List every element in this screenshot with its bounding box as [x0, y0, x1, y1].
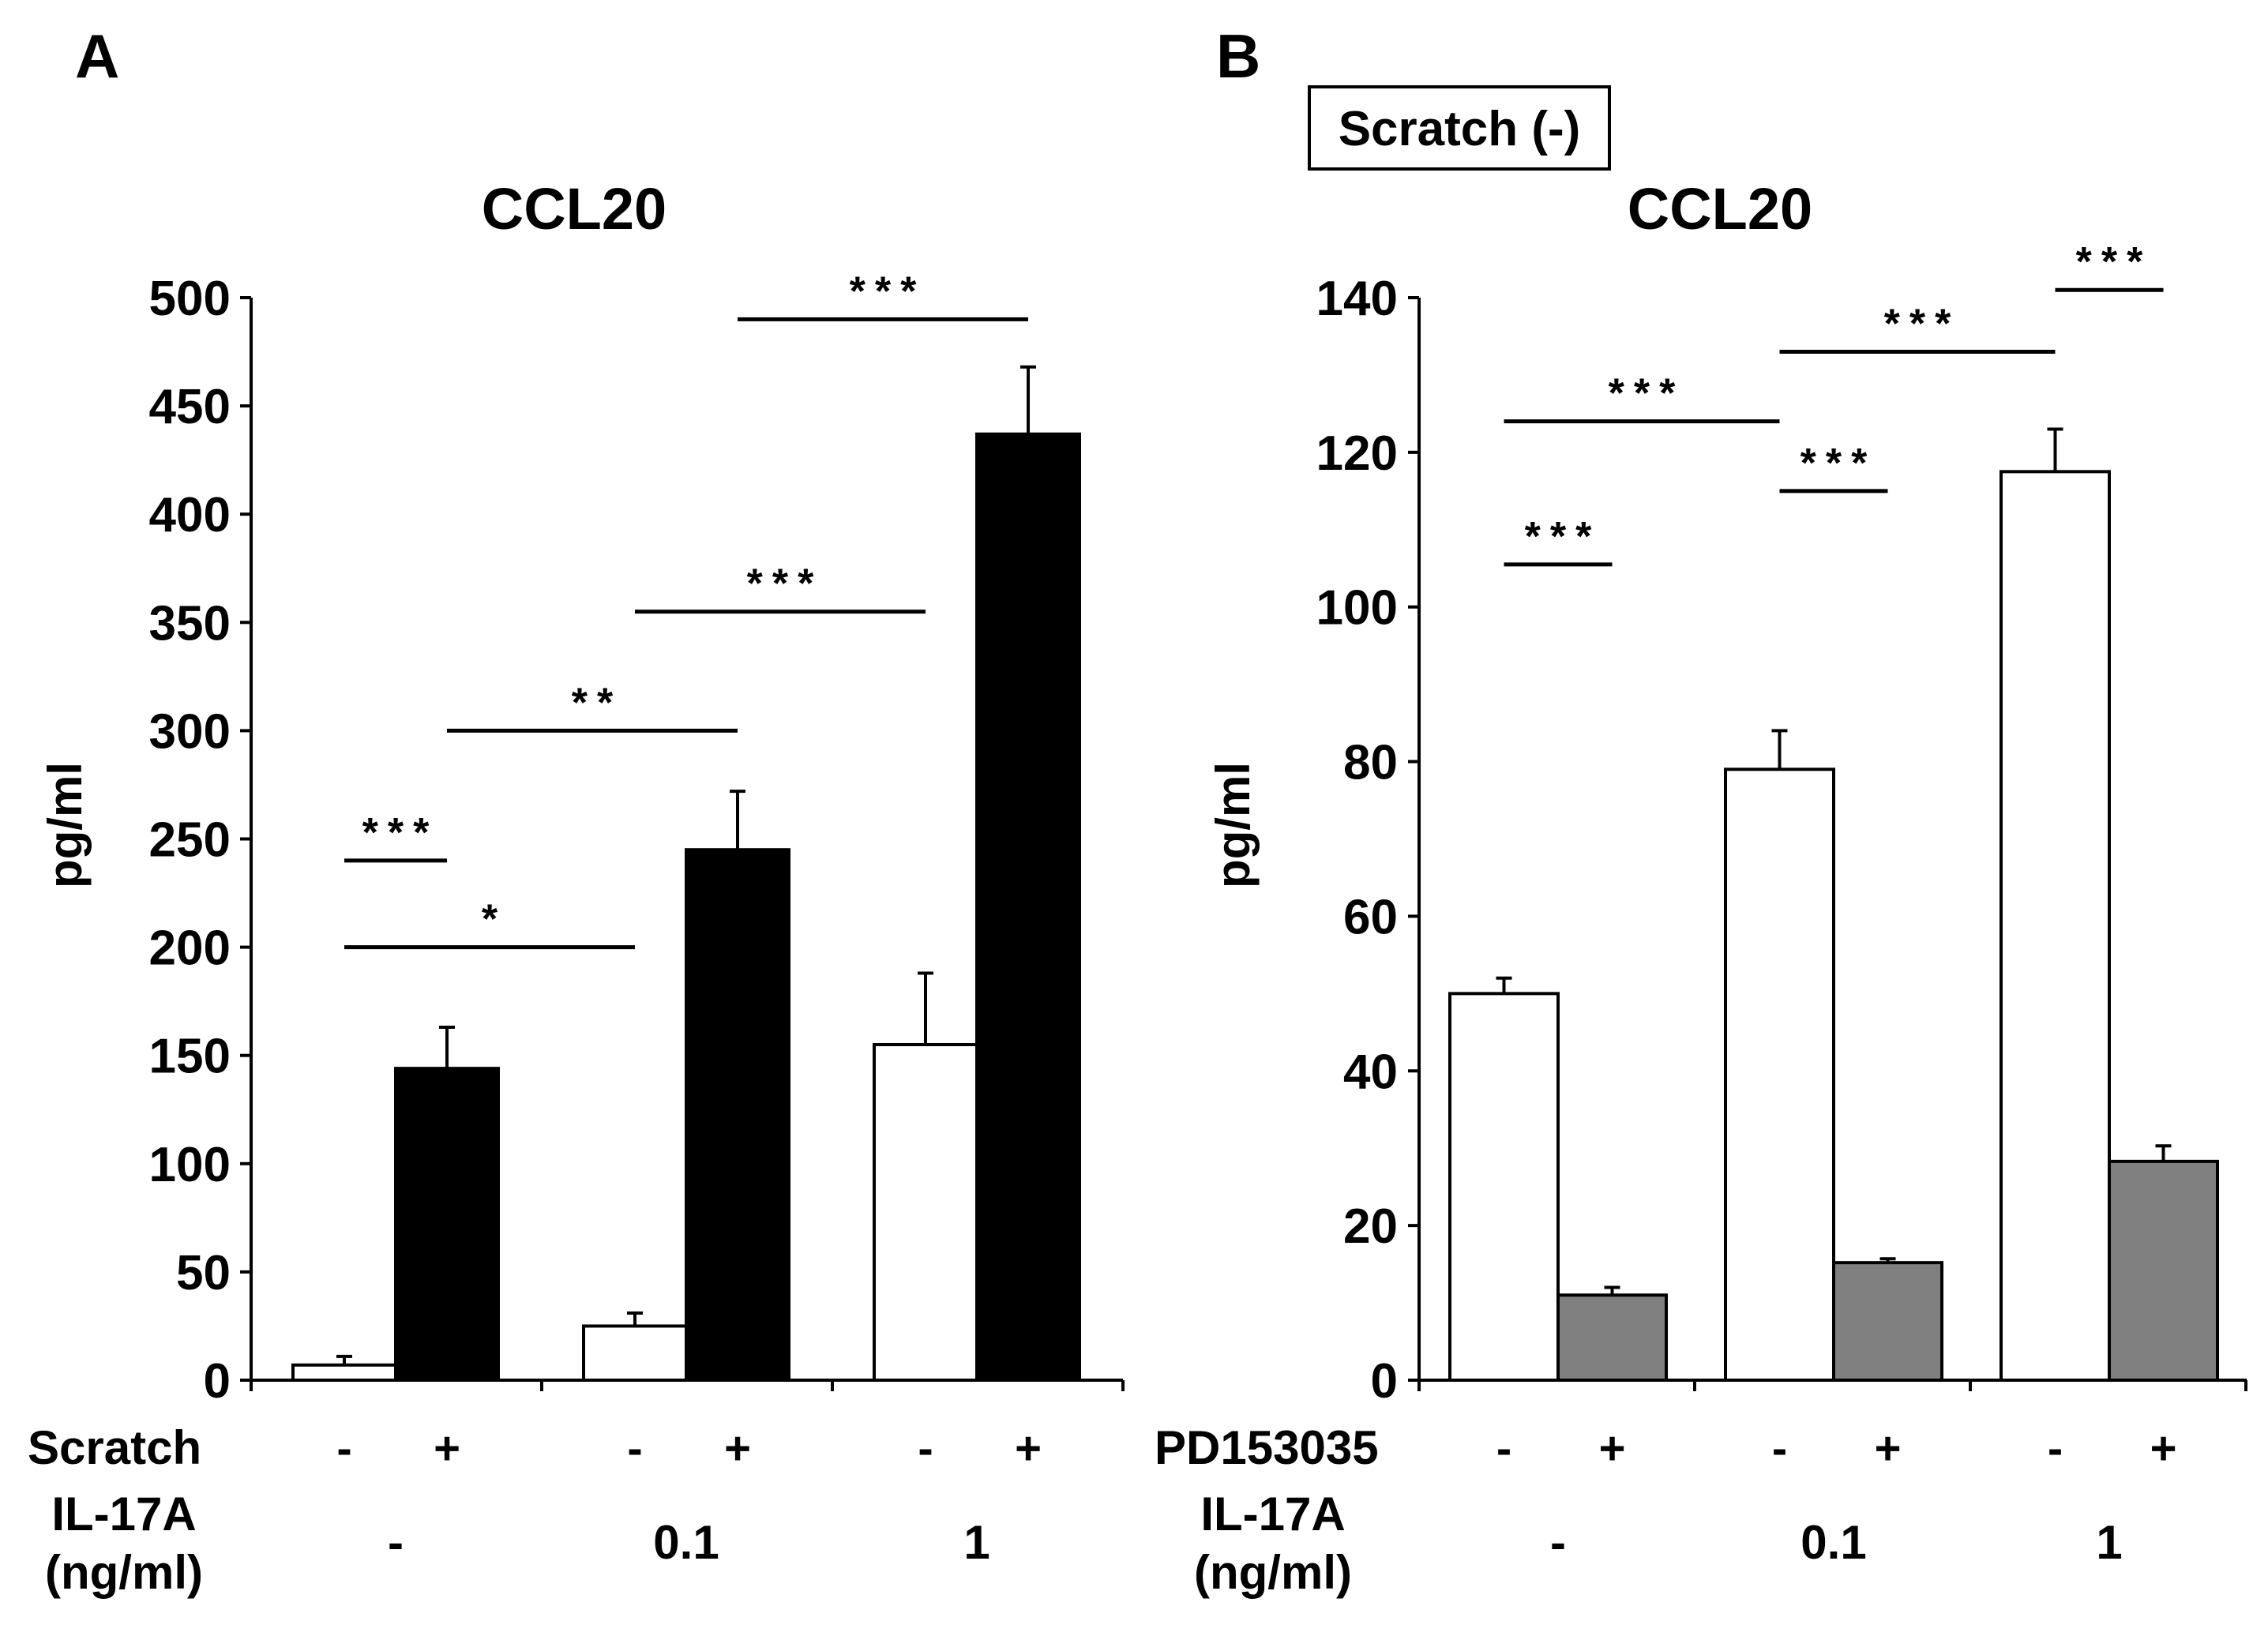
- significance-marker: ***: [362, 810, 439, 856]
- row1-sign: -: [2048, 1423, 2063, 1474]
- significance-marker: ***: [1525, 514, 1601, 560]
- row1-sign: -: [627, 1423, 642, 1474]
- y-axis-label: pg/ml: [1207, 762, 1260, 888]
- significance-marker: ***: [1884, 302, 1961, 347]
- y-tick-label: 200: [149, 921, 231, 976]
- row1-sign: -: [1496, 1423, 1511, 1474]
- bar: [1832, 1261, 1943, 1382]
- panel-b: B CCL20 Scratch (-) 0 20 40 60 80 100 120 140 pg/ml…: [1155, 21, 2247, 1599]
- significance-marker: ***: [1609, 371, 1685, 417]
- significance-marker: *: [482, 897, 507, 943]
- bar: [975, 432, 1081, 1382]
- significance-marker: ***: [2076, 239, 2153, 285]
- row1-sign: -: [1772, 1423, 1787, 1474]
- y-tick-label: 150: [149, 1030, 231, 1084]
- bar: [685, 848, 790, 1382]
- y-tick-label: 500: [149, 272, 231, 326]
- row1-sign: +: [724, 1423, 751, 1474]
- row1-sign: +: [1875, 1423, 1902, 1474]
- row2-label-line1: IL-17A: [1200, 1488, 1345, 1540]
- y-tick-label: 80: [1343, 736, 1398, 790]
- y-tick-label: 0: [204, 1354, 231, 1409]
- bar: [394, 1067, 500, 1382]
- y-tick-label: 400: [149, 488, 231, 542]
- significance-marker: **: [572, 680, 622, 726]
- group-label: -: [1550, 1516, 1566, 1569]
- y-tick-label: 50: [176, 1246, 231, 1300]
- group-label: 0.1: [653, 1516, 719, 1569]
- bar: [1448, 992, 1560, 1383]
- bar: [582, 1324, 688, 1382]
- significance-marker: ***: [747, 561, 824, 607]
- y-tick-label: 140: [1316, 272, 1398, 326]
- group-label: -: [388, 1516, 404, 1569]
- bar: [2000, 470, 2111, 1383]
- y-tick-label: 0: [1371, 1354, 1398, 1409]
- row1-label: PD153035: [1155, 1421, 1379, 1474]
- y-tick-label: 20: [1343, 1199, 1398, 1254]
- condition-box: [1308, 85, 1611, 171]
- y-axis-label: pg/ml: [39, 762, 92, 888]
- group-label: 0.1: [1801, 1516, 1866, 1569]
- y-tick-label: 40: [1343, 1045, 1398, 1099]
- row1-label: Scratch: [28, 1421, 201, 1474]
- y-tick-label: 450: [149, 380, 231, 434]
- row1-sign: +: [1015, 1423, 1042, 1474]
- bar: [1556, 1293, 1668, 1382]
- chart-title: CCL20: [482, 176, 667, 242]
- row1-sign: +: [2150, 1423, 2177, 1474]
- row1-sign: +: [1599, 1423, 1626, 1474]
- panel-letter: A: [75, 21, 119, 91]
- row1-sign: -: [918, 1423, 933, 1474]
- significance-marker: ***: [1801, 441, 1877, 486]
- y-tick-label: 100: [149, 1138, 231, 1192]
- row2-label-line2: (ng/ml): [45, 1546, 203, 1599]
- condition-label: Scratch (-): [1339, 102, 1581, 156]
- y-tick-label: 100: [1316, 581, 1398, 636]
- y-tick-label: 60: [1343, 890, 1398, 944]
- row1-sign: +: [434, 1423, 460, 1474]
- y-tick-label: 300: [149, 704, 231, 759]
- bar: [1724, 767, 1835, 1382]
- panel-letter: B: [1216, 21, 1260, 91]
- row2-label-line2: (ng/ml): [1194, 1546, 1352, 1599]
- y-tick-label: 350: [149, 596, 231, 651]
- row2-label-line1: IL-17A: [51, 1488, 196, 1540]
- row1-sign: -: [336, 1423, 351, 1474]
- significance-marker: ***: [850, 268, 926, 314]
- y-tick-label: 120: [1316, 426, 1398, 481]
- panel-a: A CCL20 0 50 100 150 200 250 300 350 400 450 500 pg/m…: [28, 21, 1125, 1599]
- bar: [873, 1042, 978, 1382]
- bar: [2108, 1159, 2219, 1383]
- group-label: 1: [963, 1516, 989, 1569]
- group-label: 1: [2096, 1516, 2122, 1569]
- chart-title: CCL20: [1628, 176, 1812, 242]
- y-tick-label: 250: [149, 813, 231, 868]
- bar: [291, 1363, 397, 1383]
